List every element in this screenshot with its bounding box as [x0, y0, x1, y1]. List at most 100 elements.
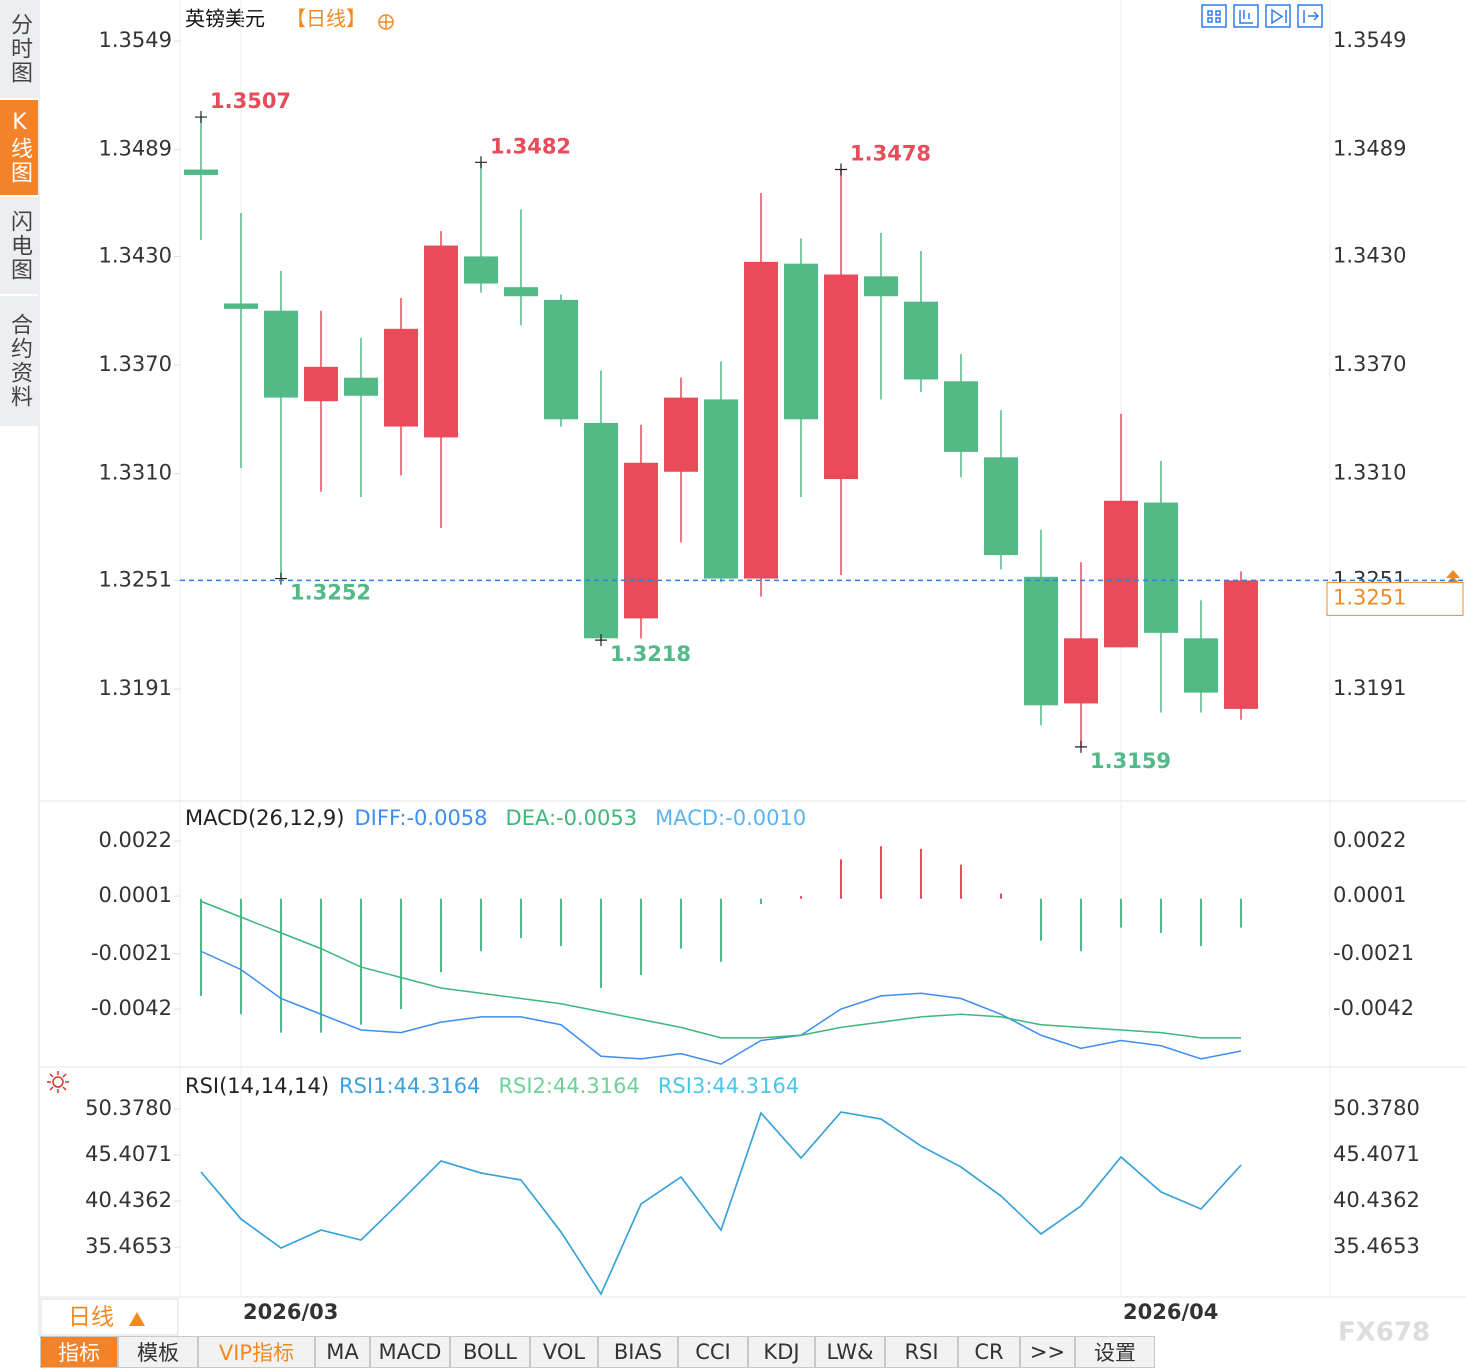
candle-body — [544, 299, 578, 420]
legend-entry: RSI1:44.3164 — [339, 1074, 480, 1098]
watermark: FX678 — [1338, 1318, 1430, 1348]
candle-body — [1064, 638, 1098, 704]
y-tick-label: 50.3780 — [85, 1096, 172, 1120]
toolbar-button[interactable]: BIAS — [598, 1336, 678, 1368]
extreme-marker — [835, 163, 847, 176]
high-label: 1.3482 — [490, 134, 571, 158]
candle-body — [904, 301, 938, 380]
low-label: 1.3252 — [290, 581, 371, 605]
toolbar-button[interactable]: VIP指标 — [198, 1336, 315, 1368]
rsi-icon[interactable] — [47, 1071, 69, 1093]
candle-body — [384, 328, 418, 427]
candle-body — [704, 399, 738, 579]
y-tick-label: 40.4362 — [85, 1188, 172, 1212]
candle-body — [504, 287, 538, 297]
toolbar-button[interactable]: 模板 — [118, 1336, 198, 1368]
candle-body — [624, 462, 658, 619]
legend-entry: MACD:-0.0010 — [655, 806, 806, 830]
indicator-line — [200, 1111, 1242, 1296]
high-label: 1.3478 — [850, 142, 931, 166]
y-tick-label: -0.0021 — [91, 941, 172, 965]
candle-body — [304, 366, 338, 402]
sidebar-tab[interactable]: 闪电图 — [0, 197, 38, 296]
y-tick-label: 0.0001 — [1333, 883, 1406, 907]
y-tick-label: 1.3489 — [1333, 137, 1406, 161]
toolbar-button[interactable]: >> — [1020, 1336, 1075, 1368]
extreme-marker — [595, 634, 607, 647]
low-label: 1.3218 — [610, 642, 691, 666]
candle-body — [864, 276, 898, 297]
toolbar-button[interactable]: BOLL — [450, 1336, 530, 1368]
candle-body — [264, 310, 298, 398]
extreme-marker — [195, 111, 207, 124]
extreme-marker — [1075, 740, 1087, 753]
candle-body — [1224, 580, 1258, 709]
candle-body — [944, 381, 978, 452]
toolbar-button[interactable]: MACD — [370, 1336, 450, 1368]
legend-entry: DIFF:-0.0058 — [355, 806, 488, 830]
sidebar-tab[interactable]: 合约资料 — [0, 296, 38, 428]
toolbar-button[interactable]: CCI — [678, 1336, 748, 1368]
toolbar-button[interactable]: CR — [958, 1336, 1020, 1368]
legend-entry: RSI3:44.3164 — [658, 1074, 799, 1098]
y-tick-label: 1.3430 — [1333, 243, 1406, 267]
candle-body — [744, 261, 778, 579]
indicator-line — [200, 1111, 1242, 1296]
sidebar-tab[interactable]: K线图 — [0, 100, 38, 197]
candle-body — [184, 169, 218, 175]
y-tick-label: 1.3310 — [99, 461, 172, 485]
candle-body — [344, 377, 378, 396]
period-arrow[interactable] — [129, 1312, 145, 1326]
candle-body — [984, 457, 1018, 556]
period-button[interactable]: 日线 — [68, 1305, 114, 1331]
sidebar-tab[interactable]: 分时图 — [0, 0, 38, 100]
indicator-title: RSI(14,14,14) — [185, 1074, 329, 1098]
candle-body — [584, 422, 618, 639]
indicator-line — [200, 1111, 1242, 1296]
y-tick-label: 0.0022 — [99, 828, 172, 852]
candle-body — [1184, 638, 1218, 693]
toolbar-button[interactable]: 指标 — [40, 1336, 118, 1368]
toolbar-button[interactable]: MA — [315, 1336, 370, 1368]
candle-body — [664, 397, 698, 472]
y-tick-label: 1.3251 — [99, 567, 172, 591]
y-tick-label: -0.0042 — [1333, 996, 1414, 1020]
crosshair-icon[interactable] — [378, 14, 394, 30]
candle-body — [824, 274, 858, 480]
y-tick-label: 1.3310 — [1333, 461, 1406, 485]
y-tick-label: -0.0042 — [91, 996, 172, 1020]
x-tick-label: 2026/04 — [1123, 1300, 1218, 1324]
candle-body — [224, 303, 258, 309]
y-tick-label: 1.3191 — [1333, 676, 1406, 700]
chart-title: 英镑美元 — [185, 7, 265, 31]
y-tick-label: 40.4362 — [1333, 1188, 1420, 1212]
y-tick-label: 0.0022 — [1333, 828, 1406, 852]
candle-body — [464, 256, 498, 284]
y-tick-label: 35.4653 — [1333, 1234, 1420, 1258]
chart-subtitle[interactable]: 【日线】 — [286, 7, 366, 31]
y-tick-label: 1.3370 — [1333, 352, 1406, 376]
toolbar-button[interactable]: 设置 — [1075, 1336, 1155, 1368]
toolbar-button[interactable]: RSI — [885, 1336, 958, 1368]
y-tick-label: 45.4071 — [85, 1142, 172, 1166]
high-label: 1.3507 — [210, 89, 291, 113]
toolbar-icons[interactable] — [1201, 4, 1323, 28]
y-tick-label: 1.3370 — [99, 352, 172, 376]
x-tick-label: 2026/03 — [243, 1300, 338, 1324]
last-price-label: 1.3251 — [1333, 585, 1406, 609]
y-tick-label: 50.3780 — [1333, 1096, 1420, 1120]
period-button-box[interactable] — [40, 1298, 179, 1336]
toolbar-button[interactable]: VOL — [530, 1336, 598, 1368]
toolbar-button[interactable]: KDJ — [748, 1336, 815, 1368]
y-tick-label: 1.3191 — [99, 676, 172, 700]
last-price-box — [1326, 581, 1464, 616]
y-tick-label: 35.4653 — [85, 1234, 172, 1258]
toolbar-button[interactable]: LW& — [815, 1336, 885, 1368]
y-tick-label: 1.3549 — [99, 28, 172, 52]
extreme-marker — [275, 572, 287, 585]
candle-body — [784, 263, 818, 420]
legend-entry: RSI2:44.3164 — [498, 1074, 639, 1098]
indicator-line — [200, 900, 1241, 1039]
y-tick-label: -0.0021 — [1333, 941, 1414, 965]
